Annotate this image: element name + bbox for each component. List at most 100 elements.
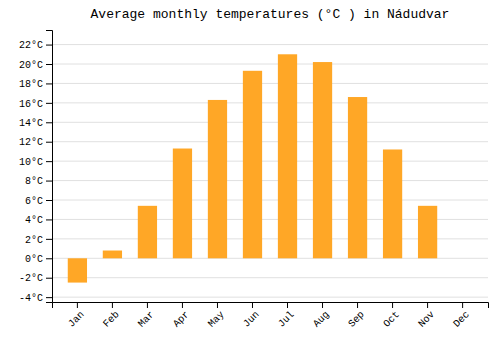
x-tick-mark bbox=[462, 302, 463, 308]
y-tick-mark bbox=[46, 161, 52, 162]
y-tick-label: 22°C bbox=[19, 40, 43, 51]
y-tick: 2°C bbox=[25, 235, 52, 246]
x-tick-label: Sep bbox=[346, 309, 367, 330]
x-tick-label: Apr bbox=[171, 309, 192, 330]
y-tick-mark bbox=[46, 45, 52, 46]
grid-line bbox=[52, 44, 488, 45]
bar bbox=[103, 251, 122, 259]
y-tick: 6°C bbox=[25, 196, 52, 207]
y-tick-mark bbox=[46, 181, 52, 182]
y-tick-mark bbox=[46, 297, 52, 298]
grid-line bbox=[52, 64, 488, 65]
grid-line bbox=[52, 83, 488, 84]
x-tick: Feb bbox=[101, 302, 122, 330]
x-tick-label: Oct bbox=[381, 309, 402, 330]
y-tick-label: -2°C bbox=[19, 273, 43, 284]
y-axis: -4°C -2°C 0°C 2°C 4°C 6°C 8°C 10°C 12°C 14°C 16°C 1… bbox=[19, 31, 53, 304]
plot: -4°C -2°C 0°C 2°C 4°C 6°C 8°C 10°C 12°C 14°C 16°C 1… bbox=[19, 31, 489, 330]
y-tick: 8°C bbox=[25, 176, 52, 187]
y-tick-mark bbox=[46, 258, 52, 259]
bar bbox=[453, 258, 472, 259]
x-tick-label: Jun bbox=[241, 309, 262, 330]
x-tick: Nov bbox=[416, 302, 437, 330]
x-tick-label: Aug bbox=[311, 309, 332, 330]
x-tick: Apr bbox=[171, 302, 192, 330]
grid-line bbox=[52, 141, 488, 142]
bars bbox=[68, 54, 437, 282]
x-tick: Dec bbox=[451, 302, 472, 330]
x-axis-line bbox=[53, 303, 489, 309]
y-tick-label: -4°C bbox=[19, 293, 43, 304]
x-tick-mark bbox=[427, 302, 428, 308]
x-tick: Jan bbox=[66, 302, 87, 330]
x-tick: May bbox=[206, 302, 227, 330]
y-tick-mark bbox=[46, 239, 52, 240]
y-tick-label: 20°C bbox=[19, 60, 43, 71]
bar bbox=[313, 62, 332, 258]
bar bbox=[173, 149, 192, 259]
y-tick-label: 2°C bbox=[25, 235, 43, 246]
y-tick-mark bbox=[46, 219, 52, 220]
bar bbox=[68, 258, 87, 282]
x-tick-mark bbox=[147, 302, 148, 308]
x-tick-label: Jul bbox=[276, 309, 297, 330]
y-axis-line bbox=[46, 31, 53, 303]
grid-line bbox=[52, 102, 488, 103]
x-tick: Mar bbox=[136, 302, 157, 330]
y-tick-label: 16°C bbox=[19, 99, 43, 110]
y-tick: 20°C bbox=[19, 60, 52, 71]
y-tick-label: 6°C bbox=[25, 196, 43, 207]
title: Average monthly temperatures (°C ) in Ná… bbox=[91, 7, 450, 22]
y-tick-label: 8°C bbox=[25, 176, 43, 187]
y-tick: 22°C bbox=[19, 40, 52, 51]
y-tick-label: 4°C bbox=[25, 215, 43, 226]
y-tick-label: 18°C bbox=[19, 79, 43, 90]
y-tick-mark bbox=[46, 278, 52, 279]
bar bbox=[138, 206, 157, 258]
x-tick-mark bbox=[182, 302, 183, 308]
y-tick: 18°C bbox=[19, 79, 52, 90]
y-tick: 4°C bbox=[25, 215, 52, 226]
grid-line bbox=[52, 200, 488, 201]
x-tick-label: Jan bbox=[66, 309, 87, 330]
grid-line bbox=[52, 277, 488, 278]
x-tick-mark bbox=[112, 302, 113, 308]
x-tick-mark bbox=[77, 302, 78, 308]
x-tick-label: May bbox=[206, 309, 227, 330]
grid-line bbox=[52, 180, 488, 181]
y-tick-label: 10°C bbox=[19, 157, 43, 168]
x-tick-mark bbox=[217, 302, 218, 308]
y-tick-mark bbox=[46, 122, 52, 123]
x-tick: Jul bbox=[276, 302, 297, 330]
x-tick-mark bbox=[322, 302, 323, 308]
y-tick: 12°C bbox=[19, 137, 52, 148]
x-tick-label: Mar bbox=[136, 309, 157, 330]
y-tick-label: 0°C bbox=[25, 254, 43, 265]
x-tick-label: Feb bbox=[101, 309, 122, 330]
x-tick-label: Dec bbox=[451, 309, 472, 330]
y-tick-mark bbox=[46, 83, 52, 84]
x-tick: Oct bbox=[381, 302, 402, 330]
y-tick-mark bbox=[46, 142, 52, 143]
grid-line bbox=[52, 161, 488, 162]
y-tick-mark bbox=[46, 200, 52, 201]
x-tick: Aug bbox=[311, 302, 332, 330]
y-tick-label: 12°C bbox=[19, 137, 43, 148]
x-tick: Jun bbox=[241, 302, 262, 330]
y-tick: 14°C bbox=[19, 118, 52, 129]
y-tick: -4°C bbox=[19, 293, 52, 304]
bar bbox=[418, 206, 437, 258]
y-tick: 10°C bbox=[19, 157, 52, 168]
y-tick: -2°C bbox=[19, 273, 52, 284]
y-tick: 16°C bbox=[19, 99, 52, 110]
chart: -4°C -2°C 0°C 2°C 4°C 6°C 8°C 10°C 12°C 14°C 16°C 1… bbox=[0, 0, 500, 350]
grid bbox=[52, 45, 488, 298]
x-tick-label: Nov bbox=[416, 309, 437, 330]
x-tick-mark bbox=[357, 302, 358, 308]
x-tick-mark bbox=[252, 302, 253, 308]
bar bbox=[383, 149, 402, 258]
bar bbox=[243, 71, 262, 258]
y-tick-mark bbox=[46, 64, 52, 65]
y-tick-mark bbox=[46, 103, 52, 104]
bar bbox=[208, 100, 227, 258]
